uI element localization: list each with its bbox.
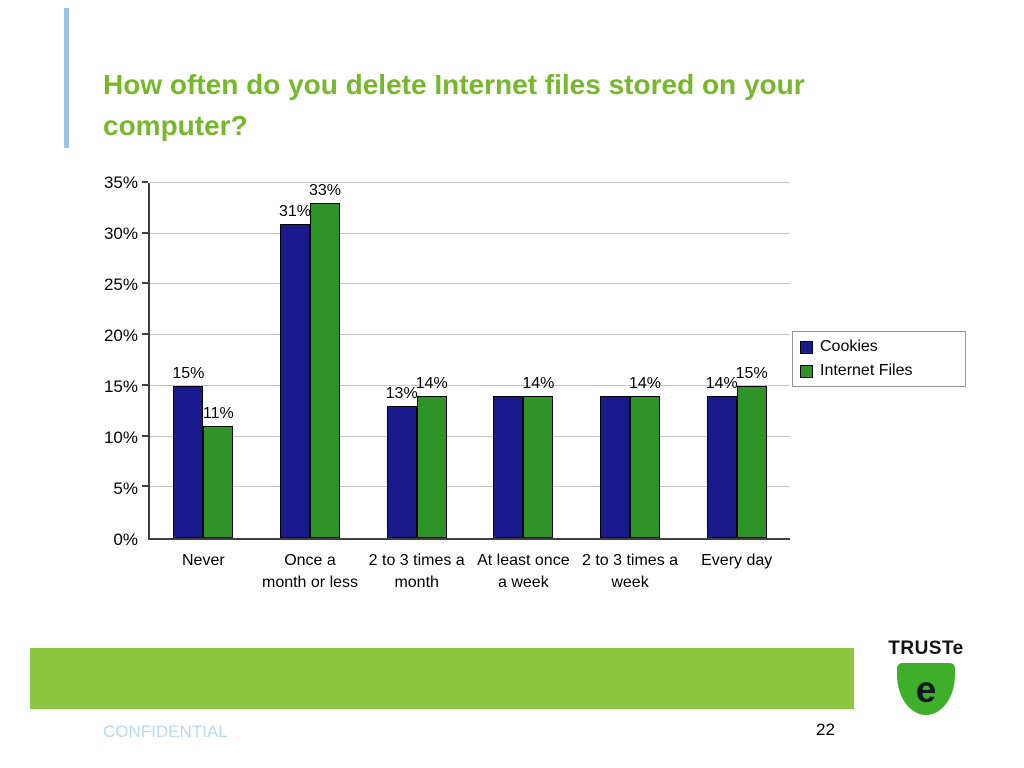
y-tick-mark-25 — [142, 282, 148, 285]
bar-value-label-cookies-0: 15% — [172, 364, 205, 382]
x-category-label-2: 2 to 3 times a month — [368, 552, 465, 591]
truste-shield-icon: e — [897, 663, 955, 715]
gridline-20 — [150, 334, 790, 336]
bar-cookies-3 — [493, 396, 524, 538]
y-tick-label-5: 5% — [113, 479, 138, 498]
x-category-label-0: Never — [181, 552, 225, 569]
page-number: 22 — [816, 720, 835, 739]
bar-value-label-cookies-5: 14% — [705, 375, 738, 392]
y-tick-label-20: 20% — [103, 326, 138, 345]
legend-label-internet-files: Internet Files — [820, 362, 913, 379]
x-category-label-1: Once a month or less — [261, 552, 359, 591]
bar-cookies-0 — [173, 385, 204, 538]
bar-value-label-internet-files-5: 15% — [735, 364, 768, 382]
bar-value-label-internet-files-4: 14% — [628, 375, 662, 392]
bar-cookies-5 — [706, 396, 737, 538]
gridline-15 — [150, 384, 790, 386]
title-accent-line — [64, 8, 69, 148]
bar-internet-files-0 — [203, 426, 234, 538]
y-tick-label-25: 25% — [103, 275, 138, 294]
bar-cookies-2 — [386, 406, 417, 538]
bar-value-label-internet-files-1: 33% — [308, 182, 342, 200]
bar-cookies-1 — [280, 223, 310, 538]
y-tick-label-0: 0% — [113, 530, 138, 549]
confidential-label: CONFIDENTIAL — [103, 722, 228, 741]
y-tick-mark-20 — [142, 333, 148, 336]
x-category-label-5: Every day — [701, 552, 773, 569]
legend-item-internet-files: Internet Files — [800, 362, 958, 380]
x-axis-labels: Never Once a month or less 2 to 3 times a … — [150, 550, 790, 593]
plot-area: 15% 11% 31% 33% 13% 14% 14% 14% 14% 15% — [142, 181, 790, 540]
gridline-25 — [150, 283, 790, 285]
y-tick-label-35: 35% — [103, 173, 138, 192]
y-tick-mark-35 — [142, 181, 148, 183]
truste-logo-text: TRUSTe — [888, 638, 964, 659]
y-tick-mark-10 — [142, 434, 148, 437]
y-axis-labels: 0% 5% 10% 15% 20% 25% 30% 35% — [55, 173, 138, 549]
truste-e-glyph: e — [915, 668, 937, 710]
bar-cookies-4 — [600, 396, 630, 538]
footer-green-bar — [30, 648, 854, 709]
legend-swatch-icon-internet-files — [800, 364, 813, 378]
bar-value-label-internet-files-3: 14% — [522, 375, 555, 392]
gridline-30 — [150, 232, 790, 234]
x-category-label-4: 2 to 3 times a week — [582, 552, 679, 591]
gridline-5 — [150, 486, 790, 488]
bar-value-label-internet-files-0: 11% — [202, 405, 234, 423]
gridline-10 — [150, 435, 790, 437]
slide-title: How often do you delete Internet files s… — [103, 69, 805, 142]
bar-value-label-internet-files-2: 14% — [415, 375, 448, 392]
chart-legend: Cookies Internet Files — [792, 331, 966, 387]
truste-logo: TRUSTe e — [882, 638, 970, 715]
y-tick-mark-5 — [142, 485, 148, 488]
bar-value-label-cookies-2: 13% — [385, 385, 418, 403]
y-tick-label-10: 10% — [103, 428, 138, 447]
x-category-label-3: At least once a week — [477, 552, 570, 591]
legend-item-cookies: Cookies — [800, 338, 958, 356]
bar-value-label-cookies-1: 31% — [278, 202, 312, 220]
y-tick-label-30: 30% — [103, 224, 138, 243]
bar-internet-files-2 — [416, 396, 447, 538]
y-tick-label-15: 15% — [103, 377, 138, 396]
legend-label-cookies: Cookies — [820, 338, 878, 355]
bar-internet-files-3 — [523, 396, 554, 538]
bar-internet-files-4 — [630, 396, 660, 538]
y-tick-mark-30 — [142, 231, 148, 234]
bar-internet-files-1 — [310, 203, 340, 538]
gridline-35 — [150, 182, 790, 183]
bar-internet-files-5 — [736, 385, 767, 538]
y-tick-mark-15 — [142, 383, 148, 386]
legend-swatch-icon-cookies — [800, 340, 813, 354]
